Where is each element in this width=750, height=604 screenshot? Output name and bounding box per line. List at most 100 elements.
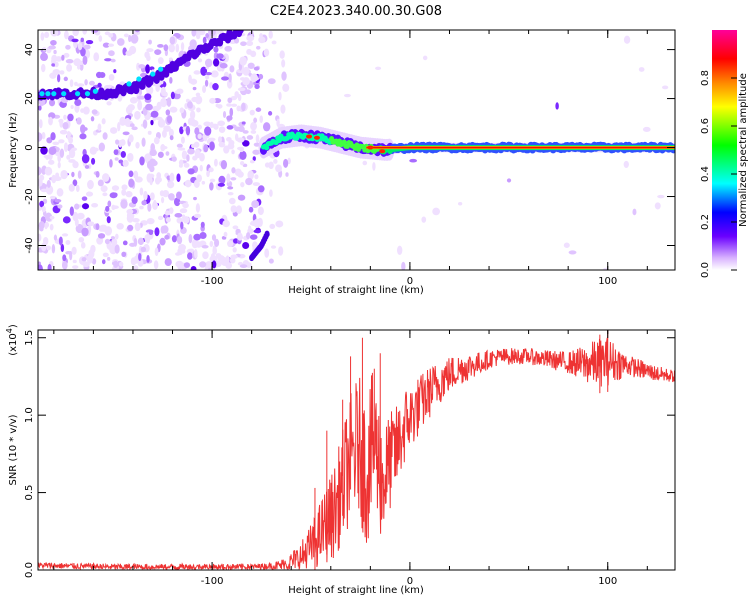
spectrogram-speckle (654, 202, 661, 210)
spectrogram-speckle (229, 65, 235, 73)
colorbar-tick-label: 0.6 (700, 118, 711, 134)
spectrogram-speckle (183, 162, 190, 168)
spectrogram-speckle (176, 191, 182, 200)
spectrogram-speckle (202, 251, 209, 260)
spectrogram-speckle (72, 211, 79, 222)
spectrogram-speckle (48, 159, 55, 165)
spectrogram-ytick-label: -20 (24, 188, 35, 204)
spectrogram-speckle (121, 184, 128, 191)
spectrogram-ylabel: Frequency (Hz) (8, 112, 19, 188)
spectrogram-speckle (245, 262, 252, 269)
spectrogram-speckle (113, 69, 117, 74)
spectrogram-speckle (157, 44, 164, 48)
spectrogram-ytick-label: -40 (24, 237, 35, 253)
spectrogram-speckle (95, 170, 100, 178)
spectrogram-speckle (71, 171, 75, 178)
spectrogram-speckle (125, 191, 133, 198)
spectrogram-speckle (240, 182, 245, 188)
spectrogram-speckle (109, 158, 113, 168)
spectrogram-speckle (149, 160, 158, 167)
spectrogram-speckle (137, 100, 143, 111)
spectrogram-speckle (169, 172, 175, 182)
spectrogram-speckle (63, 114, 67, 120)
spectrogram-speckle (128, 170, 134, 178)
spectrogram-speckle (176, 235, 183, 245)
spectrogram-speckle (162, 189, 170, 198)
spectrogram-speckle (146, 217, 155, 225)
spectrogram-speckle (191, 96, 198, 103)
spectrogram-speckle (209, 182, 214, 191)
spectrogram-speckle (51, 58, 56, 65)
spectrogram-speckle (101, 259, 106, 265)
spectrogram-speckle (211, 123, 219, 129)
spectrogram-speckle (52, 141, 60, 146)
spectrogram-speckle (149, 149, 157, 157)
spectrogram-speckle (203, 144, 209, 153)
spectrogram-speckle (60, 243, 65, 253)
spectrogram-speckle (39, 119, 43, 129)
spectrogram-speckle (140, 246, 147, 253)
spectrogram-speckle (248, 225, 252, 231)
spectrogram-speckle (97, 123, 102, 132)
spectrogram-speckle (195, 92, 201, 97)
colorbar-gradient (712, 30, 737, 270)
spectrogram-speckle (195, 203, 201, 213)
spectrogram-speckle (45, 185, 54, 195)
spectrogram-speckle (113, 260, 119, 269)
spectrogram-speckle (279, 50, 285, 59)
spectrogram-speckle (63, 52, 70, 58)
spectrogram-speckle (257, 206, 264, 216)
spectrogram-speckle (117, 38, 125, 46)
spectrogram-speckle (252, 149, 261, 155)
spectrogram-speckle (169, 196, 175, 201)
spectrogram-speckle (190, 266, 197, 270)
spectrogram-speckle (38, 166, 42, 176)
spectrogram-speckle (80, 124, 86, 134)
spectrogram-speckle (228, 197, 236, 205)
rising-tone-peak (136, 76, 142, 82)
snr-scale-prefix: (x10 (8, 333, 19, 356)
carrier-peak-spot (306, 134, 313, 139)
spectrogram-speckle (145, 64, 150, 74)
spectrogram-speckle (217, 120, 226, 127)
spectrogram-speckle (146, 173, 152, 183)
spectrogram-marks (38, 30, 675, 270)
spectrogram-speckle (129, 123, 135, 128)
spectrogram-speckle (129, 45, 137, 55)
spectrogram-speckle (200, 221, 205, 228)
spectrogram-speckle (193, 70, 201, 75)
spectrogram-speckle (53, 234, 58, 241)
colorbar-tick-label: 0.8 (700, 70, 711, 86)
spectrogram-speckle (72, 160, 79, 169)
snr-frame (37, 329, 676, 571)
spectrogram-speckle (164, 210, 171, 216)
spectrogram-speckle (80, 241, 86, 249)
snr-xtick-label: -100 (201, 576, 224, 587)
spectrogram-speckle (83, 127, 88, 131)
spectrogram-speckle (180, 136, 185, 144)
spectrogram-speckle (59, 148, 65, 158)
spectrogram-speckle (47, 264, 52, 270)
spectrogram-speckle (44, 166, 53, 176)
spectrogram-speckle (263, 122, 271, 132)
snr-xtick-label: 100 (598, 576, 617, 587)
spectrogram-speckle (76, 212, 85, 220)
spectrogram-speckle (278, 91, 282, 101)
spectrogram-speckle (146, 55, 151, 62)
spectrogram-speckle (100, 185, 108, 193)
spectrogram-speckle (138, 252, 142, 262)
spectrogram-speckle (146, 85, 154, 95)
spectrogram-speckle (161, 129, 167, 138)
spectrogram-speckle (62, 216, 71, 224)
spectrogram-speckle (73, 58, 82, 67)
spectrogram-xtick-label: 100 (598, 276, 617, 287)
spectrogram-speckle (268, 161, 274, 170)
spectrogram-speckle (148, 39, 152, 45)
spectrogram-speckle (116, 223, 124, 230)
spectrogram-speckle (147, 202, 152, 212)
spectrogram-speckle (102, 192, 108, 197)
spectrogram-speckle (108, 33, 114, 38)
spectrogram-speckle (204, 79, 209, 87)
spectrogram-speckle (75, 184, 80, 193)
